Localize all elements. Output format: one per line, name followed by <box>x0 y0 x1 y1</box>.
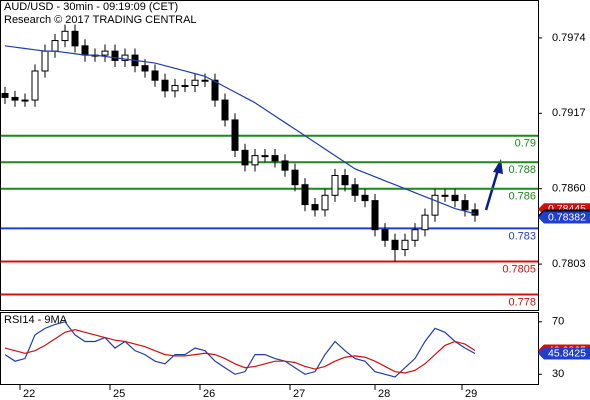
y-tick-label: 0.7803 <box>552 258 586 270</box>
candle-body <box>401 239 409 251</box>
candle-body <box>31 70 39 101</box>
y-tick-label: 0.7974 <box>552 32 586 44</box>
level-label: 0.7805 <box>502 263 536 275</box>
series-line <box>4 45 476 215</box>
candle-body <box>361 194 369 202</box>
price-tag-label: 0.78382 <box>548 211 586 223</box>
level-label: 0.786 <box>508 191 536 203</box>
candle-body <box>451 194 459 202</box>
candle-body <box>201 79 209 82</box>
level-label: 0.79 <box>515 138 536 150</box>
y-tick-label: 30 <box>552 368 564 380</box>
chart-subtitle: Research © 2017 TRADING CENTRAL <box>4 14 197 26</box>
level-label: 0.783 <box>508 230 536 242</box>
candle-body <box>421 214 429 231</box>
candle-body <box>121 54 129 61</box>
price-tag-label: 45.8425 <box>548 347 586 359</box>
candle-body <box>221 99 229 121</box>
candle-body <box>241 149 249 166</box>
x-tick-label: 22 <box>23 388 35 400</box>
candle-body <box>11 96 19 101</box>
candle-body <box>261 155 269 158</box>
candle-body <box>341 174 349 186</box>
price-tag <box>538 347 590 360</box>
x-tick-label: 25 <box>113 388 125 400</box>
candle-body <box>81 45 89 56</box>
candle-body <box>211 79 219 101</box>
candle-body <box>191 79 199 87</box>
candle-body <box>301 184 309 206</box>
candle-body <box>291 169 299 186</box>
candle-body <box>461 200 469 211</box>
candle-body <box>391 239 399 251</box>
arrow-shaft <box>484 169 500 211</box>
candle-body <box>321 194 329 211</box>
candle-body <box>151 70 159 81</box>
x-tick-label: 26 <box>203 388 215 400</box>
series-line <box>4 329 476 374</box>
candle-body <box>161 79 169 92</box>
candle-body <box>271 155 279 162</box>
candle-body <box>41 50 49 72</box>
level-label: 0.778 <box>508 296 536 308</box>
candle-body <box>411 229 419 241</box>
candle-body <box>311 204 319 211</box>
candle-body <box>101 50 109 56</box>
candle-body <box>351 184 359 196</box>
rsi-title: RSI14 - 9MA <box>4 314 68 326</box>
candle-body <box>171 85 179 92</box>
y-tick-label: 0.7917 <box>552 107 586 119</box>
candle-body <box>471 209 479 216</box>
level-label: 0.788 <box>508 164 536 176</box>
candle-body <box>441 194 449 197</box>
candle-body <box>1 92 9 98</box>
candle-body <box>71 30 79 47</box>
candle-body <box>141 65 149 72</box>
candle-body <box>61 30 69 42</box>
candle-body <box>111 50 119 61</box>
price-tag <box>538 211 590 224</box>
x-tick-label: 29 <box>465 388 477 400</box>
candle-body <box>331 174 339 196</box>
candle-body <box>381 229 389 241</box>
series-line <box>4 321 476 378</box>
candle-body <box>431 194 439 216</box>
candle-body <box>371 200 379 231</box>
chart-title: AUD/USD - 30min - 09:19:09 (CET) <box>4 1 178 13</box>
y-tick-label: 0.7860 <box>552 183 586 195</box>
candle-body <box>21 99 29 102</box>
x-tick-label: 28 <box>378 388 390 400</box>
candle-body <box>281 160 289 171</box>
candle-body <box>51 40 59 52</box>
x-tick-label: 27 <box>293 388 305 400</box>
candle-body <box>231 119 239 151</box>
candle-body <box>181 85 189 88</box>
y-tick-label: 70 <box>552 316 564 328</box>
candle-body <box>251 155 259 166</box>
main-panel <box>0 0 539 311</box>
rsi-panel <box>0 312 539 385</box>
